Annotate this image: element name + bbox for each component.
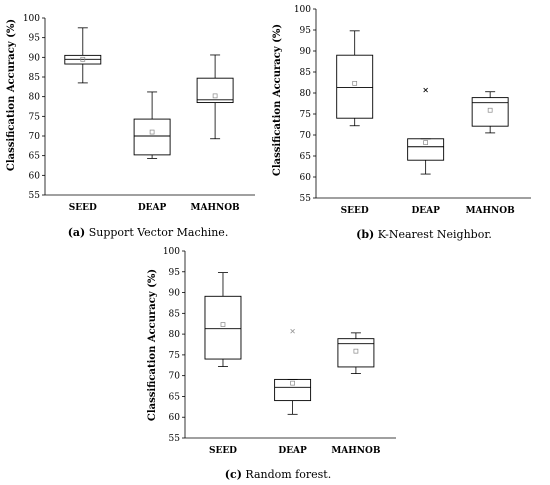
mean-marker xyxy=(220,322,226,327)
mean-marker xyxy=(290,380,295,386)
chart-panel-2: 55 60 65 70 75 80 85 90 95 100 Classification Accu… xyxy=(147,247,396,481)
caption-label: (a) xyxy=(68,226,86,239)
y-tick-label: 85 xyxy=(29,73,41,83)
box-deap xyxy=(133,91,171,159)
outlier-point xyxy=(423,87,428,93)
y-tick-label: 75 xyxy=(29,112,41,122)
iqr-box xyxy=(133,118,171,156)
mean-marker xyxy=(487,107,493,113)
x-category-label: DEAP xyxy=(138,203,167,213)
caption-label: (b) xyxy=(356,228,374,241)
mean-marker xyxy=(353,348,359,354)
y-tick-label: 90 xyxy=(300,47,312,57)
y-tick-label: 95 xyxy=(29,34,41,44)
chart-panel-0: 55 60 65 70 75 80 85 90 95 100 Classification Accu… xyxy=(6,14,255,239)
y-tick-label: 55 xyxy=(169,434,181,444)
y-tick-label: 80 xyxy=(300,89,312,99)
y-tick-label: 75 xyxy=(169,351,181,361)
y-tick-label: 70 xyxy=(169,372,181,382)
y-tick-label: 95 xyxy=(300,26,312,36)
mean-marker xyxy=(80,56,86,62)
y-tick-label: 90 xyxy=(169,289,181,299)
y-tick-label: 100 xyxy=(294,5,311,15)
x-category-label: DEAP xyxy=(278,446,307,456)
y-tick-label: 100 xyxy=(23,14,40,24)
caption-label: (c) xyxy=(225,468,242,481)
y-tick-label: 100 xyxy=(163,247,180,257)
box-seed xyxy=(64,27,102,84)
y-tick-label: 75 xyxy=(300,110,312,120)
iqr-box xyxy=(196,77,234,104)
y-tick-label: 80 xyxy=(169,330,181,340)
box-mahnob xyxy=(471,91,509,134)
iqr-box xyxy=(471,97,509,127)
iqr-box xyxy=(274,378,312,402)
y-tick-label: 55 xyxy=(300,194,312,204)
mean-marker xyxy=(149,129,155,135)
y-tick-label: 55 xyxy=(29,191,41,201)
box-seed xyxy=(336,30,374,127)
box-seed xyxy=(204,272,242,367)
y-axis-label: Classification Accuracy (%) xyxy=(147,269,158,421)
y-tick-label: 65 xyxy=(300,152,312,162)
mean-marker xyxy=(352,80,358,86)
box-mahnob xyxy=(337,332,375,374)
y-tick-label: 65 xyxy=(29,152,41,162)
x-category-label: MAHNOB xyxy=(466,206,516,216)
y-axis-label: Classification Accuracy (%) xyxy=(6,19,17,171)
iqr-box xyxy=(204,295,242,360)
x-category-label: SEED xyxy=(341,206,369,216)
y-tick-label: 60 xyxy=(300,173,312,183)
y-tick-label: 65 xyxy=(169,392,181,402)
y-tick-label: 80 xyxy=(29,93,41,103)
iqr-box xyxy=(337,338,375,368)
mean-marker xyxy=(423,140,428,145)
chart-panel-1: 55 60 65 70 75 80 85 90 95 100 Classification Accu… xyxy=(272,5,531,241)
caption-text: Random forest. xyxy=(242,468,331,481)
caption-text: Support Vector Machine. xyxy=(85,226,228,239)
x-category-label: SEED xyxy=(69,203,97,213)
x-category-label: SEED xyxy=(209,446,237,456)
y-tick-label: 85 xyxy=(300,68,312,78)
y-tick-label: 95 xyxy=(169,268,181,278)
y-tick-label: 90 xyxy=(29,53,41,63)
y-tick-label: 60 xyxy=(169,413,181,423)
y-tick-label: 85 xyxy=(169,309,181,319)
figure-caption: (b) K-Nearest Neighbor. xyxy=(356,228,492,241)
x-category-label: MAHNOB xyxy=(331,446,381,456)
y-tick-label: 70 xyxy=(29,132,41,142)
y-tick-label: 60 xyxy=(29,171,41,181)
box-deap xyxy=(407,87,445,175)
iqr-box xyxy=(336,54,374,119)
figure-caption: (c) Random forest. xyxy=(225,468,331,481)
mean-marker xyxy=(212,93,218,99)
x-category-label: DEAP xyxy=(411,206,440,216)
iqr-box xyxy=(407,138,445,161)
y-axis-label: Classification Accuracy (%) xyxy=(272,24,283,176)
x-category-label: MAHNOB xyxy=(191,203,241,213)
box-deap xyxy=(274,328,312,415)
caption-text: K-Nearest Neighbor. xyxy=(374,228,492,241)
box-mahnob xyxy=(196,54,234,140)
y-tick-label: 70 xyxy=(300,131,312,141)
figure-caption: (a) Support Vector Machine. xyxy=(68,226,229,239)
outlier-point xyxy=(290,328,295,334)
